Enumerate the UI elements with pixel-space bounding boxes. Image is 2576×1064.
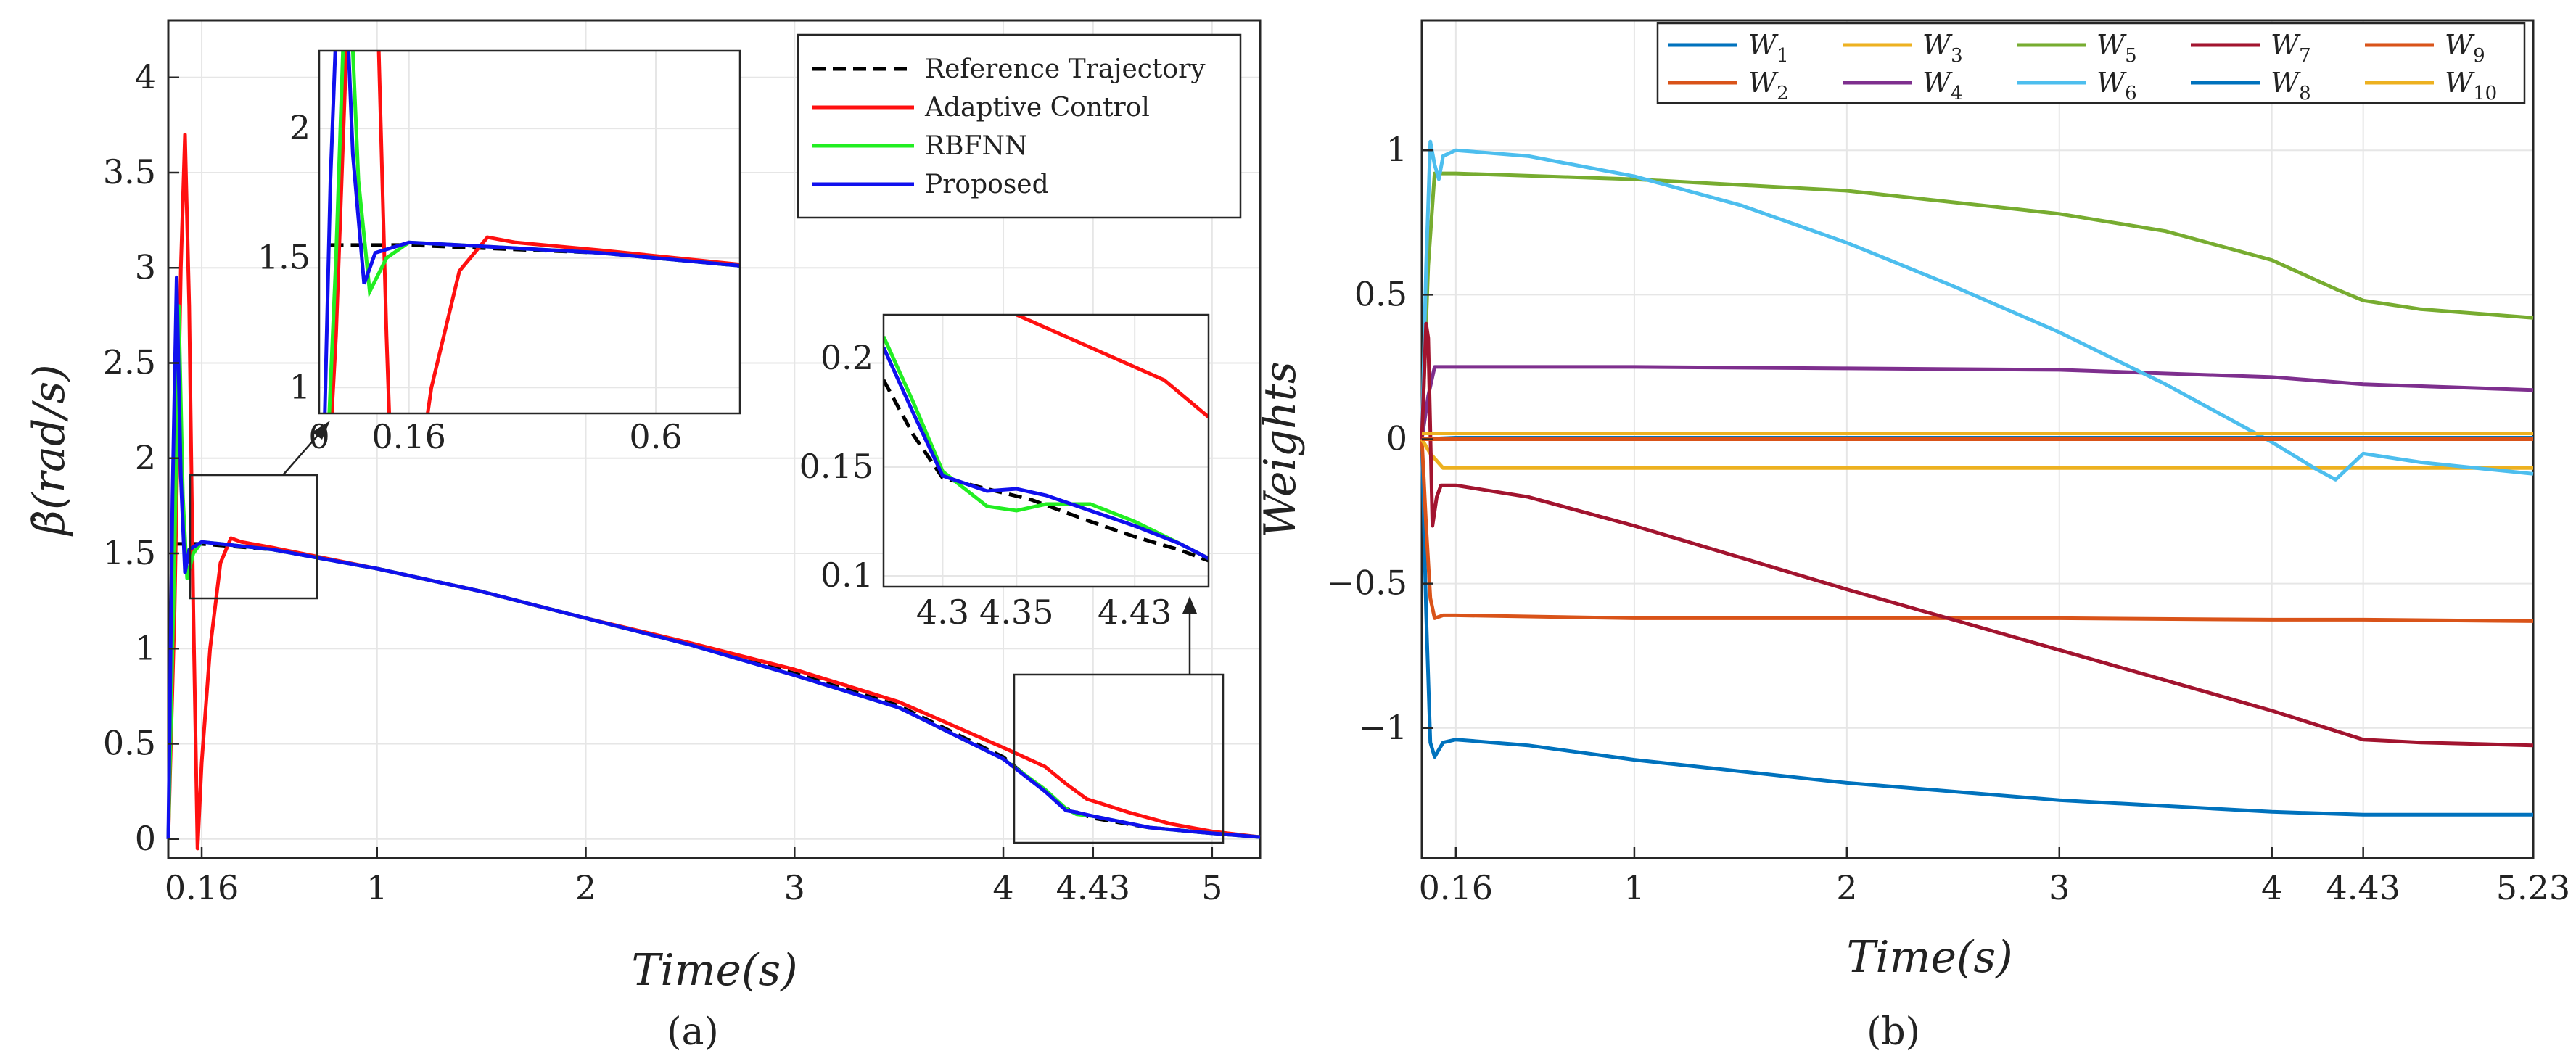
series-line-w7 [1420, 321, 2534, 748]
inset-1-ticks: 0 0.16 0.6 1 1.5 2 [258, 108, 683, 456]
inset-2-x-tick: 4.35 [979, 593, 1053, 632]
zoom-box-1 [189, 474, 318, 600]
arrow-2 [1182, 596, 1197, 675]
inset-1: 0 0.16 0.6 1 1.5 2 [258, 49, 741, 456]
panel-b-caption: (b) [1867, 1010, 1920, 1054]
inset-2: 4.3 4.35 4.43 0.1 0.15 0.2 [799, 313, 1210, 632]
x-tick-label: 0.16 [1419, 868, 1493, 907]
y-tick-label: 4 [135, 57, 156, 96]
inset-1-line [327, 51, 740, 413]
zoom-box-2 [1013, 673, 1225, 844]
panel-b-ylabel: Weights [1255, 361, 1306, 537]
panel-a-series [166, 133, 1261, 851]
panel-a-xlabel: Time(s) [631, 945, 797, 996]
x-tick-label: 4.43 [1056, 868, 1130, 907]
panel-b: 0.16 1 2 3 4 4.43 5.23 1 0.5 0 −0.5 −1 Time(s) Wei… [1255, 19, 2570, 1054]
y-tick-label: 3.5 [103, 152, 156, 191]
inset-1-y-tick: 1.5 [258, 238, 310, 277]
panel-b-series [1420, 139, 2534, 817]
y-tick-label: −0.5 [1326, 564, 1407, 603]
y-tick-label: 0 [1386, 419, 1407, 458]
series-line-w2 [1420, 439, 2534, 623]
inset-2-line [884, 346, 1209, 561]
x-tick-label: 5 [1201, 868, 1222, 907]
y-tick-label: −1 [1358, 708, 1407, 747]
legend-reference: Reference Trajectory [925, 54, 1206, 84]
y-tick-label: 2.5 [103, 343, 156, 382]
x-tick-label: 3 [2049, 868, 2070, 907]
series-line-proposed [166, 275, 1261, 839]
x-tick-label: 0.16 [165, 868, 239, 907]
x-tick-label: 5.23 [2496, 868, 2570, 907]
legend-w10: W10 [2445, 67, 2497, 104]
y-tick-label: 0.5 [1354, 274, 1407, 313]
series-line-w6 [1420, 139, 2534, 482]
panel-a-y-ticks: 0 0.5 1 1.5 2 2.5 3 3.5 4 [103, 57, 179, 858]
y-tick-label: 2 [135, 438, 156, 477]
x-tick-label: 4.43 [2326, 868, 2400, 907]
y-tick-label: 1 [135, 628, 156, 667]
series-line-w1 [1420, 439, 2533, 817]
legend-adaptive: Adaptive Control [924, 93, 1150, 123]
panel-a: 0.16 1 2 3 4 4.43 5 00.511.522.533.54 Time(s) … [24, 19, 1262, 1054]
inset-1-y-tick: 2 [289, 108, 310, 147]
x-tick-label: 3 [784, 868, 805, 907]
inset-2-x-tick: 4.3 [916, 593, 969, 632]
y-tick-label: 0 [135, 819, 156, 858]
y-tick-label: 1.5 [103, 533, 156, 572]
panel-b-x-ticks: 0.16 1 2 3 4 4.43 5.23 [1419, 847, 2570, 907]
inset-1-y-tick: 1 [289, 367, 310, 406]
x-tick-label: 1 [366, 868, 387, 907]
inset-2-series [884, 315, 1209, 563]
x-tick-label: 4 [992, 868, 1013, 907]
inset-2-y-tick: 0.2 [820, 338, 873, 377]
panel-a-x-ticks: 0.16 1 2 3 4 4.43 5 [165, 847, 1222, 907]
y-tick-label: 0.5 [103, 724, 156, 763]
inset-2-ticks: 4.3 4.35 4.43 0.1 0.15 0.2 [799, 338, 1172, 632]
panel-b-y-ticks: 1 0.5 0 −0.5 −1 [1326, 130, 1433, 747]
inset-1-x-tick: 0.6 [629, 417, 682, 456]
series-line-reference-trajectory [172, 542, 1261, 839]
inset-2-line [1016, 315, 1209, 418]
y-tick-label: 3 [135, 247, 156, 286]
inset-1-x-tick: 0 [308, 417, 329, 456]
panel-b-xlabel: Time(s) [1846, 932, 2012, 983]
x-tick-label: 2 [575, 868, 596, 907]
panel-a-legend: Reference Trajectory Adaptive Control RB… [797, 33, 1242, 219]
arrow-1 [282, 421, 330, 476]
legend-rbfnn: RBFNN [925, 131, 1028, 161]
panel-a-caption: (a) [667, 1010, 719, 1054]
panel-a-axes-box [167, 19, 1262, 859]
inset-1-line [323, 51, 740, 413]
inset-2-y-tick: 0.15 [799, 447, 873, 486]
inset-2-y-tick: 0.1 [820, 556, 873, 595]
inset-1-line [329, 51, 740, 413]
panel-a-ylabel: β̇(rad/s) [24, 364, 75, 536]
x-tick-label: 2 [1836, 868, 1857, 907]
inset-2-line [884, 379, 1209, 563]
inset-1-series [323, 51, 740, 413]
inset-2-x-tick: 4.43 [1098, 593, 1172, 632]
x-tick-label: 1 [1624, 868, 1645, 907]
series-line-w4 [1420, 365, 2534, 440]
x-tick-label: 4 [2261, 868, 2282, 907]
series-line-w5 [1420, 171, 2534, 440]
inset-2-line [884, 335, 1209, 561]
legend-proposed: Proposed [925, 170, 1049, 199]
y-tick-label: 1 [1386, 130, 1407, 169]
inset-1-x-tick: 0.16 [372, 417, 446, 456]
